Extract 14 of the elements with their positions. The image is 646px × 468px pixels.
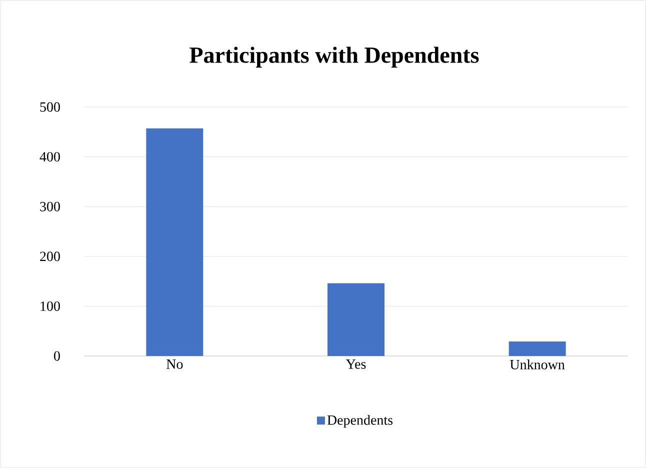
- y-tick-label: 400: [40, 152, 60, 162]
- x-tick-label: No: [166, 360, 183, 369]
- bar: [328, 283, 384, 356]
- bar: [146, 128, 204, 356]
- x-tick-label: Unknown: [510, 360, 565, 370]
- y-tick-label: 500: [40, 102, 60, 112]
- chart-title: Participants with Dependents: [190, 46, 479, 68]
- y-tick-label: 300: [40, 202, 60, 212]
- bar: [508, 342, 566, 356]
- y-tick-label: 0: [54, 351, 60, 361]
- y-tick-label: 200: [40, 252, 60, 262]
- x-tick-label: Yes: [346, 360, 366, 369]
- y-tick-label: 100: [40, 301, 60, 311]
- legend-label: Dependents: [327, 414, 393, 428]
